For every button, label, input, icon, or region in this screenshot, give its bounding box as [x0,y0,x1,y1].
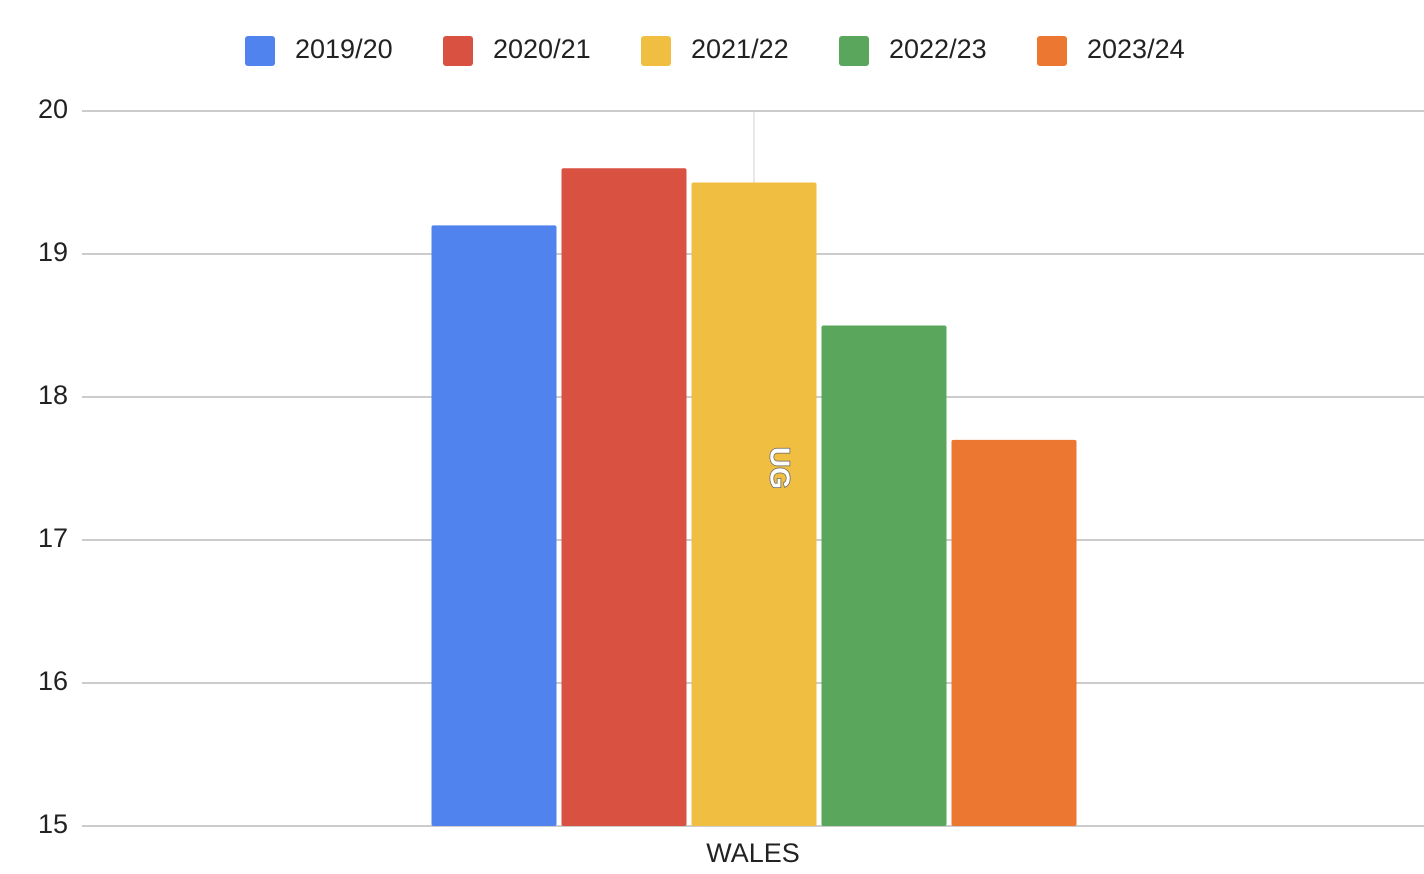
legend-swatch [641,36,671,66]
bar [691,182,817,826]
legend-swatch [1037,36,1067,66]
annotation: UG [765,447,796,489]
legend-label: 2021/22 [691,34,789,64]
bar [951,439,1077,826]
y-tick-label: 16 [38,666,68,696]
legend-swatch [443,36,473,66]
legend-label: 2023/24 [1087,34,1185,64]
x-tick-label: WALES [706,838,800,868]
legend-label: 2022/23 [889,34,987,64]
legend-swatch [839,36,869,66]
bar [431,225,557,826]
legend-label: 2020/21 [493,34,591,64]
legend-swatch [245,36,275,66]
y-tick-label: 18 [38,380,68,410]
y-tick-label: 15 [38,809,68,839]
y-tick-label: 20 [38,94,68,124]
bar [821,325,947,826]
y-tick-label: 17 [38,523,68,553]
legend-label: 2019/20 [295,34,393,64]
y-tick-label: 19 [38,237,68,267]
bar [561,168,687,826]
